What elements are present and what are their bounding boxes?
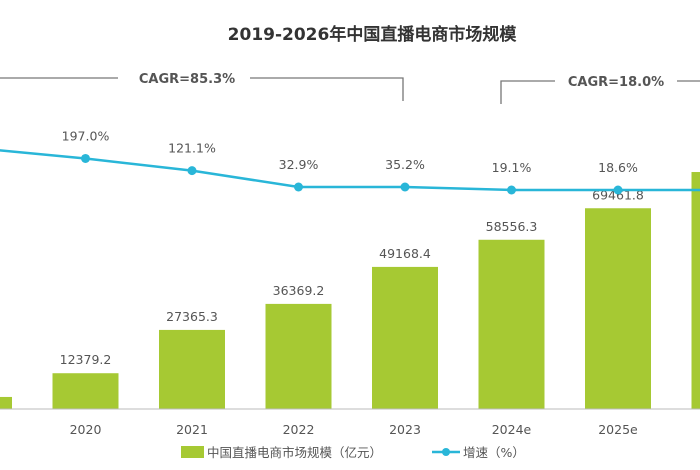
x-tick-label: 2024e bbox=[492, 422, 532, 437]
bar-2019 bbox=[0, 396, 12, 409]
x-tick-label: 2023 bbox=[389, 422, 421, 437]
growth-value-label: 35.2% bbox=[385, 157, 425, 172]
legend-bar-swatch bbox=[181, 446, 204, 458]
bar-2025e bbox=[585, 208, 651, 409]
cagr-bracket-left bbox=[250, 77, 404, 101]
bar-2024e bbox=[478, 239, 545, 409]
bar-value-label: 12379.2 bbox=[60, 352, 112, 367]
legend-label: 中国直播电商市场规模（亿元） bbox=[207, 445, 382, 460]
bar-2022 bbox=[265, 303, 332, 409]
bar-2026e bbox=[691, 172, 700, 409]
growth-point-2025e bbox=[613, 185, 623, 195]
growth-value-label: 19.1% bbox=[492, 160, 532, 175]
bar-2020 bbox=[52, 373, 119, 409]
growth-point-2020 bbox=[81, 153, 90, 163]
growth-value-label: 18.6% bbox=[598, 160, 638, 175]
x-tick-label: 2022 bbox=[283, 422, 315, 437]
growth-point-2023 bbox=[400, 182, 410, 192]
growth-point-2024e bbox=[507, 185, 516, 195]
growth-line bbox=[0, 149, 700, 192]
growth-point-2022 bbox=[294, 182, 303, 192]
bar-2023 bbox=[372, 266, 438, 409]
cagr-bracket-right bbox=[500, 80, 555, 104]
bar-value-label: 49168.4 bbox=[379, 246, 431, 261]
growth-value-label: 32.9% bbox=[279, 157, 319, 172]
x-tick-label: 2021 bbox=[176, 422, 208, 437]
bar-value-label: 36369.2 bbox=[273, 283, 325, 298]
growth-value-label: 121.1% bbox=[168, 141, 216, 156]
x-tick-label: 2025e bbox=[598, 422, 638, 437]
cagr-annotation: CAGR=85.3% bbox=[139, 72, 235, 87]
legend-label: 增速（%） bbox=[463, 445, 525, 460]
growth-point-2021 bbox=[187, 166, 197, 176]
x-tick-label: 2020 bbox=[70, 422, 102, 437]
cagr-annotation: CAGR=18.0% bbox=[568, 75, 664, 90]
bar-2021 bbox=[159, 329, 225, 409]
chart-title: 2019-2026年中国直播电商市场规模 bbox=[228, 24, 518, 45]
bar-value-label: 27365.3 bbox=[166, 309, 218, 324]
growth-value-label: 197.0% bbox=[62, 128, 110, 143]
bar-value-label: 58556.3 bbox=[486, 219, 538, 234]
legend-line-marker bbox=[442, 448, 450, 456]
